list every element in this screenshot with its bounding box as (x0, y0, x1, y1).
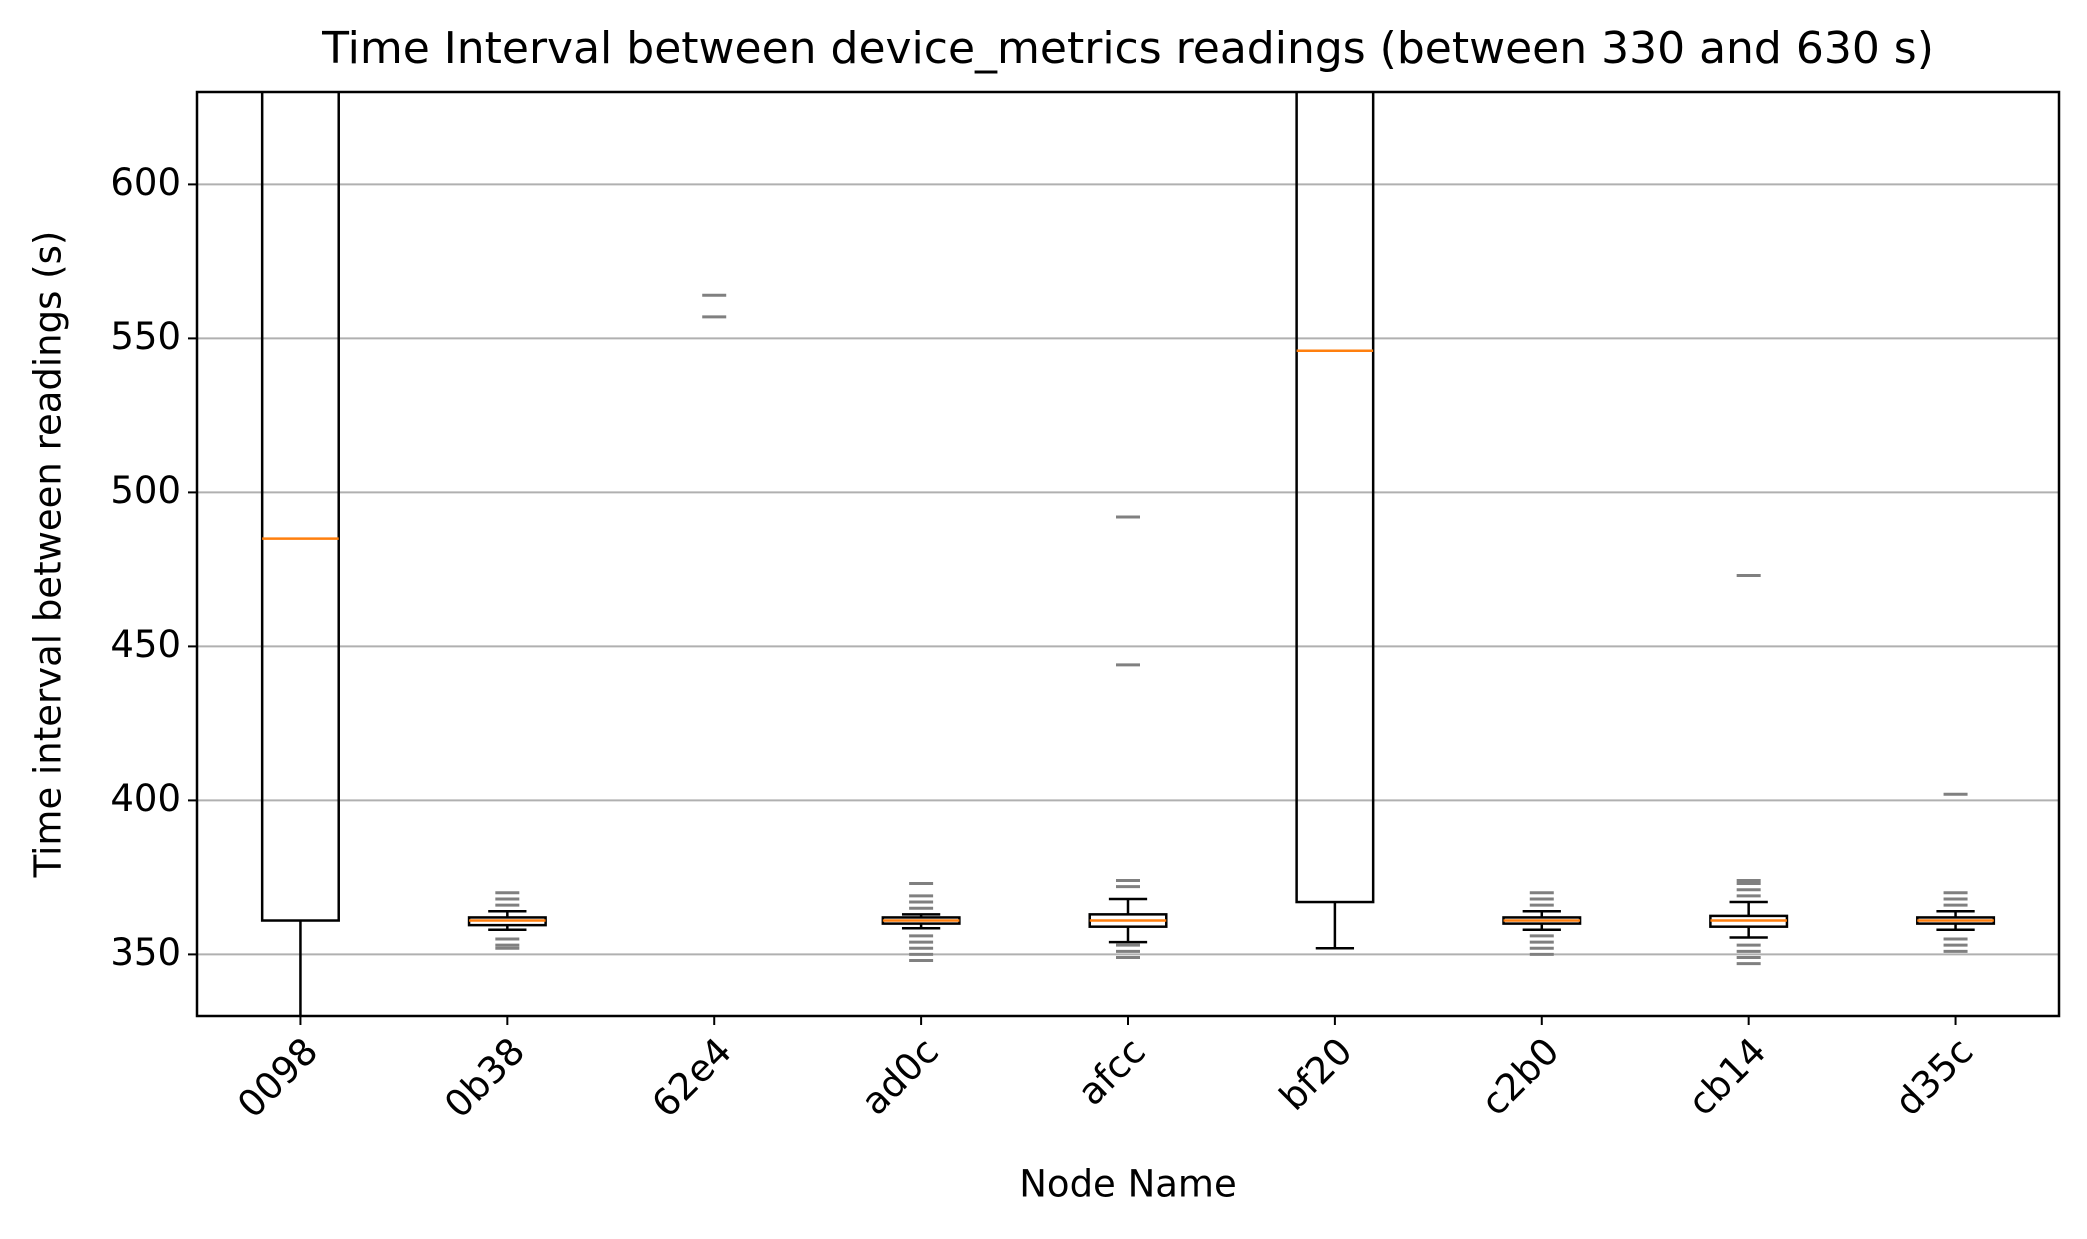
x-tick-label: 0098 (229, 1029, 326, 1126)
box (1295, 92, 1375, 904)
y-tick-label: 600 (110, 161, 181, 204)
x-tick-label: ad0c (853, 1029, 947, 1123)
x-tick-label: c2b0 (1473, 1029, 1568, 1124)
x-tick-label: 0b38 (436, 1029, 533, 1126)
y-axis-label: Time interval between readings (s) (27, 231, 70, 879)
x-tick-label: cb14 (1680, 1029, 1775, 1124)
x-tick-label: 62e4 (644, 1029, 740, 1125)
box (260, 92, 340, 922)
y-tick-label: 500 (110, 469, 181, 512)
plot-area (260, 92, 1996, 1016)
y-tick-label: 450 (110, 623, 181, 666)
plot-frame (195, 90, 2061, 1018)
y-tick-label: 550 (110, 315, 181, 358)
x-tick-label: d35c (1887, 1029, 1982, 1124)
chart-title: Time Interval between device_metrics rea… (321, 23, 1934, 74)
y-tick-label: 400 (110, 777, 181, 820)
x-axis-label: Node Name (1019, 1163, 1236, 1206)
y-tick-label: 350 (110, 931, 181, 974)
x-tick-label: bf20 (1271, 1029, 1361, 1119)
grid (197, 183, 2059, 956)
x-tick-label: afcc (1069, 1029, 1153, 1113)
